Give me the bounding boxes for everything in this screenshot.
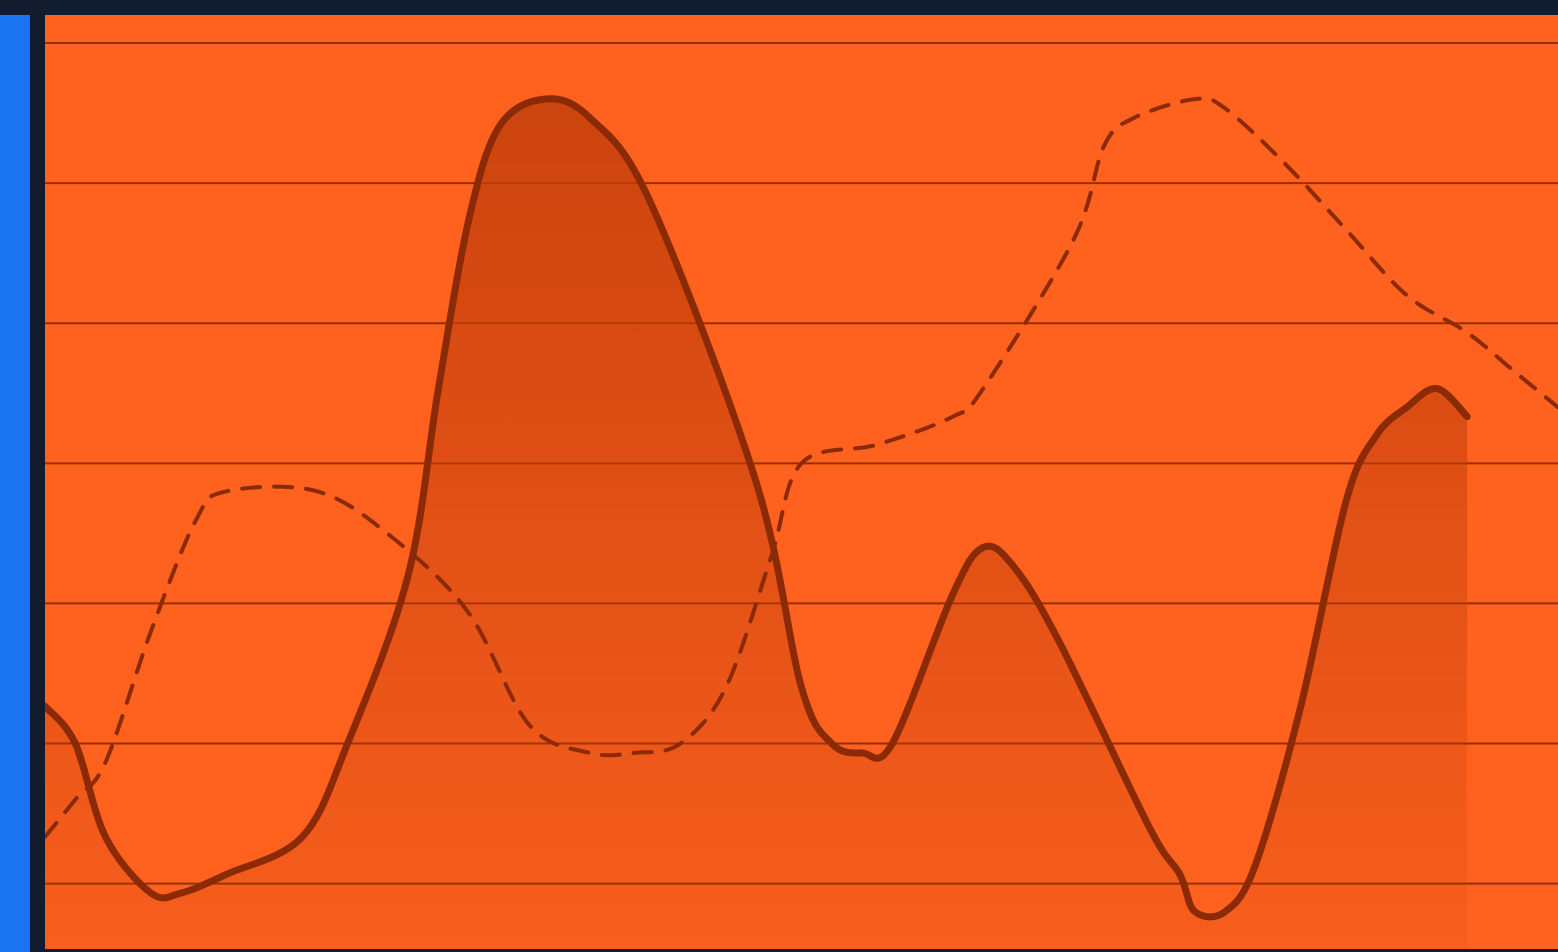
line-chart: [45, 15, 1558, 949]
side-accent-bar: [0, 15, 30, 952]
series-1-line: [45, 95, 1471, 921]
chart-panel: [45, 15, 1558, 949]
side-divider: [30, 15, 45, 952]
series-2-line: [45, 96, 1558, 839]
series-1-area: [45, 98, 1468, 949]
top-bar: [0, 0, 1558, 15]
